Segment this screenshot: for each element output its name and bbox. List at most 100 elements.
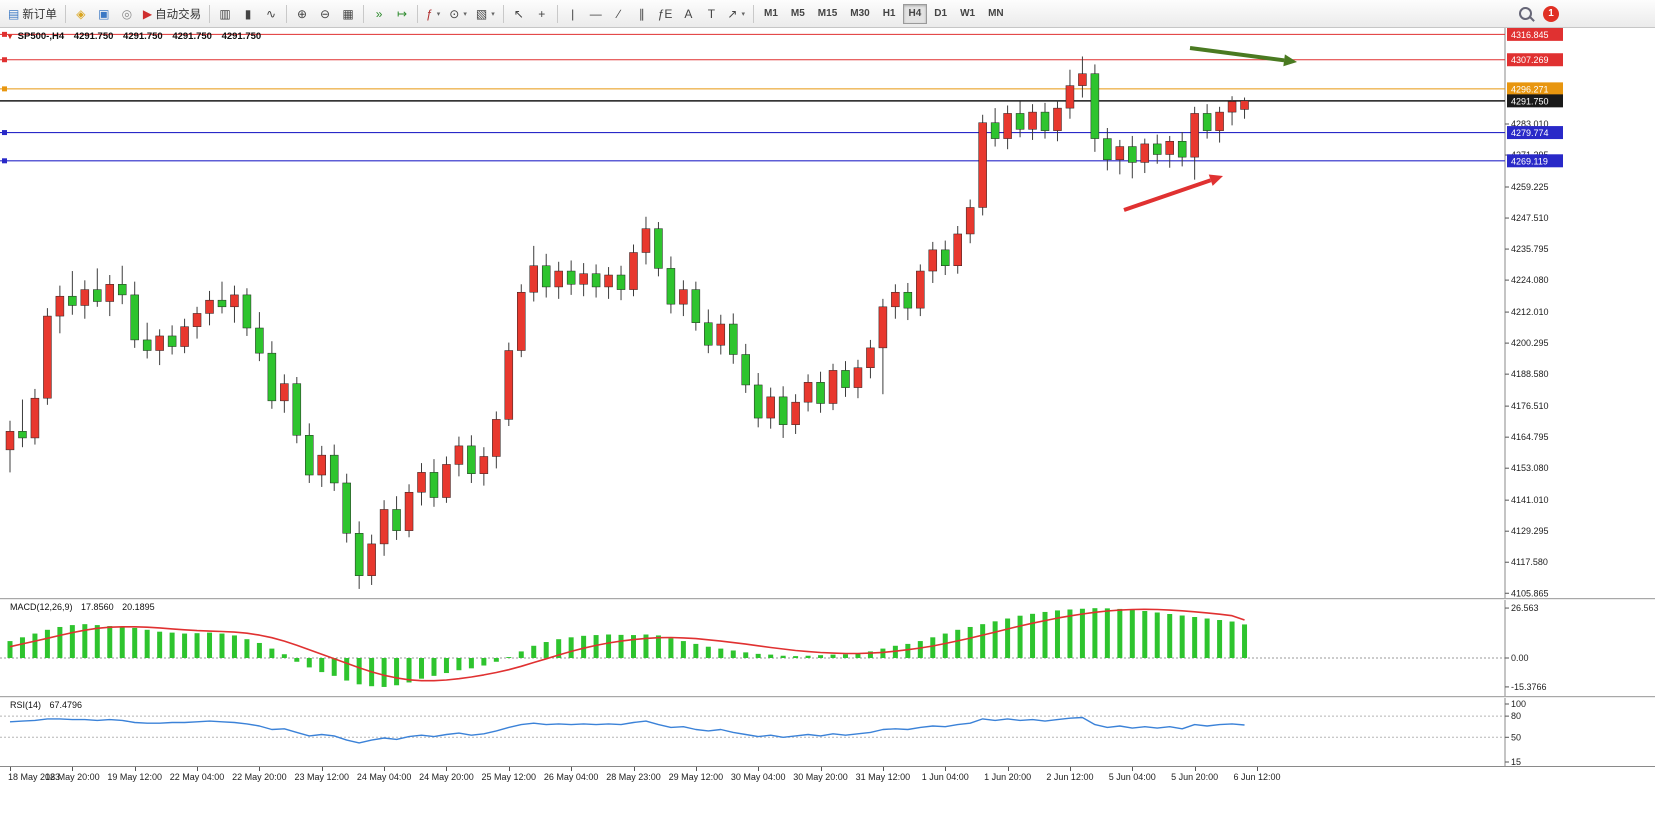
time-label: 5 Jun 20:00 — [1171, 772, 1219, 782]
timeframe-mn[interactable]: MN — [982, 4, 1010, 24]
equidistant-channel-icon[interactable]: ∥ — [631, 3, 653, 25]
search-icon[interactable] — [1519, 7, 1532, 20]
indicators-icon[interactable]: ƒ ▾ — [422, 3, 444, 25]
time-label: 19 May 12:00 — [107, 772, 162, 782]
time-tick — [1257, 767, 1258, 771]
timeframe-m15[interactable]: M15 — [812, 4, 843, 24]
auto-trading-button[interactable]: ▶ 自动交易 — [139, 3, 205, 25]
line-chart-icon[interactable]: ∿ — [260, 3, 282, 25]
toolbar-separator — [363, 4, 365, 23]
timeframe-m1[interactable]: M1 — [758, 4, 784, 24]
crosshair-icon-glyph: + — [538, 6, 546, 21]
periods-icon[interactable]: ⊙ ▾ — [445, 3, 471, 25]
sound-alert-icon[interactable]: ◎ — [116, 3, 138, 25]
text-icon[interactable]: A — [677, 3, 699, 25]
chart-shift-icon[interactable]: ↦ — [391, 3, 413, 25]
toolbar-separator — [502, 4, 504, 23]
svg-text:4269.119: 4269.119 — [1511, 156, 1548, 166]
dropdown-arrow-icon: ▾ — [491, 10, 495, 18]
macd-panel[interactable]: 26.563 0.00 -15.3766 — [0, 600, 1655, 698]
svg-text:4283.010: 4283.010 — [1511, 119, 1549, 129]
cursor-icon-glyph: ↖ — [513, 6, 524, 21]
timeframe-h4[interactable]: H4 — [902, 3, 928, 24]
panel-splitter[interactable] — [0, 598, 1655, 600]
svg-text:4307.269: 4307.269 — [1511, 55, 1549, 65]
timeframe-m5[interactable]: M5 — [785, 4, 811, 24]
toolbar-separator — [752, 4, 754, 23]
time-tick — [1007, 767, 1009, 771]
macd-name: MACD(12,26,9) — [10, 602, 73, 612]
zoom-out-icon[interactable]: ⊖ — [314, 3, 336, 25]
time-label: 30 May 20:00 — [793, 772, 848, 782]
time-tick — [197, 767, 199, 771]
time-tick — [758, 767, 760, 771]
tile-windows-icon[interactable]: ▦ — [337, 3, 359, 25]
new-order-button[interactable]: ▤ 新订单 — [4, 3, 61, 25]
fibonacci-icon[interactable]: ƒE — [654, 3, 677, 25]
svg-text:4105.865: 4105.865 — [1511, 588, 1549, 598]
timeframe-h1[interactable]: H1 — [877, 4, 902, 24]
svg-text:4117.580: 4117.580 — [1511, 557, 1548, 567]
auto-scroll-icon-glyph: » — [375, 6, 383, 21]
svg-text:4224.080: 4224.080 — [1511, 275, 1549, 285]
bar-chart-icon[interactable]: ▥ — [214, 3, 236, 25]
line-chart-icon-glyph: ∿ — [266, 6, 277, 21]
crosshair-icon[interactable]: + — [531, 3, 553, 25]
time-label: 31 May 12:00 — [855, 772, 911, 782]
cursor-icon[interactable]: ↖ — [508, 3, 530, 25]
time-label: 22 May 04:00 — [169, 772, 225, 782]
rsi-indicator-label: RSI(14) 67.4796 — [10, 700, 82, 710]
macd-main-value: 17.8560 — [81, 602, 114, 612]
svg-text:4212.010: 4212.010 — [1511, 307, 1549, 317]
timeframe-w1[interactable]: W1 — [954, 4, 981, 24]
time-tick — [384, 767, 386, 771]
time-label: 24 May 04:00 — [356, 772, 412, 782]
candlestick-chart-icon[interactable]: ▮ — [237, 3, 259, 25]
panel-splitter[interactable] — [0, 696, 1655, 698]
templates-icon-glyph: ▧ — [475, 6, 488, 21]
chart-window-icon[interactable]: ◈ — [70, 3, 92, 25]
vertical-line-icon-glyph: | — [571, 6, 575, 21]
arrow-objects-icon[interactable]: ↗ ▾ — [723, 3, 749, 25]
timeframe-m30[interactable]: M30 — [844, 4, 875, 24]
time-tick — [259, 767, 261, 771]
toolbar-separator — [556, 4, 558, 23]
svg-text:0.00: 0.00 — [1511, 653, 1529, 663]
macd-signal-line — [9, 608, 1245, 682]
label-icon[interactable]: T — [700, 3, 722, 25]
timeframe-d1[interactable]: D1 — [928, 4, 953, 24]
notification-badge[interactable]: 1 — [1543, 5, 1559, 22]
label-icon-glyph: T — [707, 6, 716, 21]
zoom-out-icon-glyph: ⊖ — [320, 6, 331, 21]
text-icon-glyph: A — [684, 6, 693, 21]
price-ticks: 4283.0104271.2954259.2254247.5104235.795… — [1505, 119, 1549, 598]
rsi-panel[interactable]: 100 80 50 15 — [0, 698, 1655, 766]
zoom-in-icon[interactable]: ⊕ — [291, 3, 313, 25]
time-tick — [1132, 767, 1134, 771]
svg-text:80: 80 — [1511, 711, 1521, 721]
horizontal-line-icon[interactable]: — — [585, 3, 607, 25]
auto-scroll-icon[interactable]: » — [368, 3, 390, 25]
dropdown-arrow-icon: ▾ — [463, 10, 467, 18]
trendline-icon[interactable]: ∕ — [608, 3, 630, 25]
auto-trading-button-label: 自动交易 — [155, 8, 202, 21]
periods-icon-glyph: ⊙ — [449, 6, 460, 21]
time-label: 18 May 20:00 — [45, 772, 100, 782]
price-chart[interactable]: 4283.0104271.2954259.2254247.5104235.795… — [0, 28, 1655, 600]
time-tick — [945, 767, 947, 771]
time-label: 2 Jun 12:00 — [1046, 772, 1094, 782]
red-arrow[interactable] — [1123, 174, 1223, 212]
time-label: 6 Jun 12:00 — [1233, 772, 1281, 782]
templates-icon[interactable]: ▧ ▾ — [472, 3, 499, 25]
market-watch-icon[interactable]: ▣ — [93, 3, 115, 25]
time-axis[interactable]: 18 May 2023 18 May 20:00 19 May 12:00 22 Ma… — [0, 766, 1655, 789]
rsi-name: RSI(14) — [10, 700, 42, 710]
time-tick — [695, 767, 697, 771]
zoom-in-icon-glyph: ⊕ — [297, 6, 308, 21]
green-arrow[interactable] — [1189, 46, 1297, 67]
market-watch-icon-glyph: ▣ — [98, 6, 110, 21]
time-tick — [446, 767, 448, 771]
vertical-line-icon[interactable]: | — [562, 3, 584, 25]
svg-text:4247.510: 4247.510 — [1511, 213, 1549, 223]
